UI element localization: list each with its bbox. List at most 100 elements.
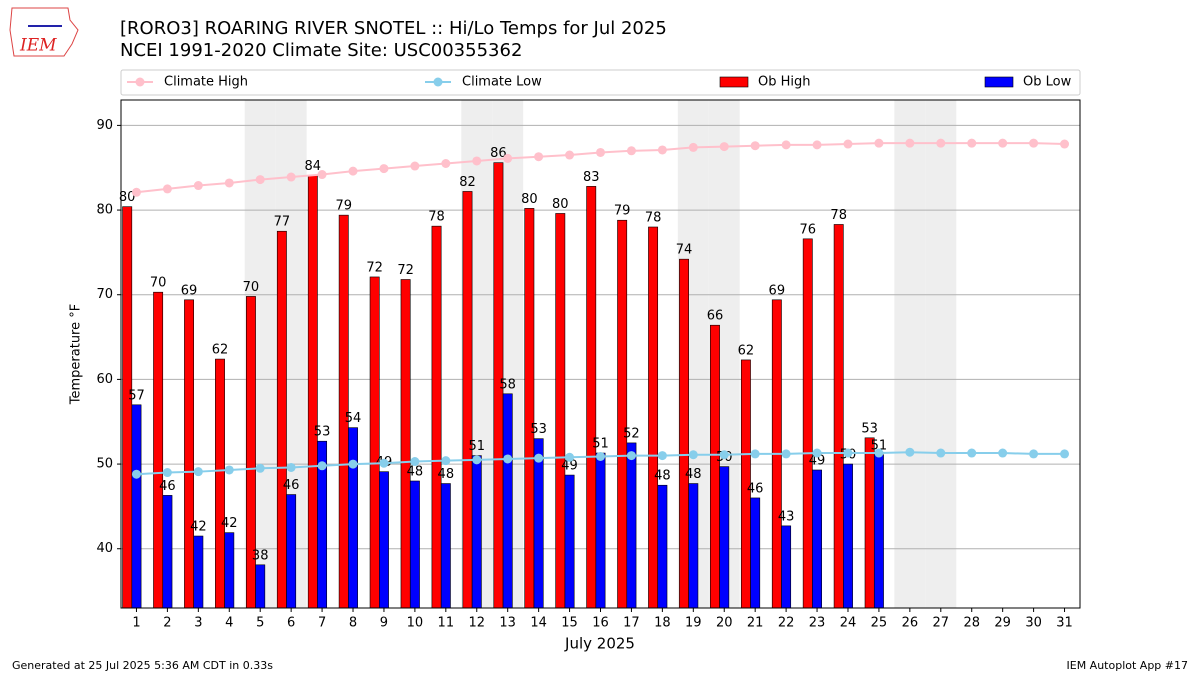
- bar: [710, 324, 720, 609]
- line-marker: [967, 448, 977, 458]
- bar: [648, 226, 659, 609]
- bar: [873, 454, 884, 609]
- legend-label: Ob High: [758, 75, 811, 90]
- x-tick-label: 16: [592, 616, 609, 631]
- legend-box: [120, 69, 1081, 96]
- x-tick-label: 21: [747, 616, 764, 631]
- line-marker: [750, 449, 760, 459]
- value-label: 42: [190, 520, 207, 535]
- x-tick-label: 30: [1025, 616, 1042, 631]
- line-marker: [379, 164, 389, 174]
- line-marker: [565, 150, 575, 160]
- x-tick-label: 20: [716, 616, 733, 631]
- value-label: 86: [490, 146, 507, 161]
- value-label: 48: [685, 467, 702, 482]
- x-tick-label: 28: [963, 616, 980, 631]
- value-label: 49: [561, 459, 578, 474]
- bar: [471, 455, 482, 609]
- line-marker: [936, 138, 946, 148]
- line-marker: [534, 152, 544, 162]
- x-tick-label: 1: [132, 616, 140, 631]
- x-tick-label: 25: [871, 616, 888, 631]
- line-marker: [596, 451, 605, 461]
- line-marker: [781, 449, 791, 459]
- bar: [440, 483, 451, 609]
- value-label: 48: [654, 469, 671, 484]
- x-tick-label: 19: [685, 616, 702, 631]
- line-marker: [410, 457, 420, 467]
- line-marker: [534, 453, 544, 463]
- line-marker: [843, 139, 853, 149]
- x-tick-label: 17: [623, 616, 640, 631]
- bar: [276, 230, 287, 609]
- legend-marker: [433, 77, 443, 87]
- line-marker: [719, 142, 729, 152]
- x-tick-label: 31: [1056, 616, 1073, 631]
- x-tick-label: 22: [778, 616, 795, 631]
- value-label: 78: [428, 210, 445, 225]
- line-marker: [1029, 138, 1039, 148]
- value-label: 46: [747, 481, 764, 496]
- line-marker: [162, 468, 172, 478]
- line-marker: [812, 140, 822, 150]
- x-tick-label: 23: [809, 616, 826, 631]
- value-label: 72: [366, 260, 383, 275]
- line-marker: [131, 187, 141, 197]
- line-marker: [874, 138, 884, 148]
- bar: [307, 175, 318, 609]
- weekend-shade: [925, 100, 957, 608]
- value-label: 57: [128, 388, 145, 403]
- line-marker: [1060, 449, 1070, 459]
- plot-frame: [120, 99, 1081, 609]
- x-tick-label: 24: [840, 616, 857, 631]
- bar: [626, 442, 637, 609]
- bar: [781, 525, 792, 609]
- weekend-shade: [894, 100, 926, 608]
- line-marker: [998, 448, 1008, 458]
- line-marker: [472, 455, 482, 465]
- line-marker: [193, 467, 203, 477]
- value-label: 38: [252, 548, 269, 563]
- bar: [533, 438, 544, 609]
- line-marker: [503, 454, 513, 464]
- value-label: 48: [407, 465, 424, 480]
- legend-label: Climate Low: [462, 75, 542, 90]
- line-marker: [441, 456, 451, 466]
- bar: [224, 532, 235, 609]
- bar: [564, 474, 575, 609]
- bar: [524, 208, 535, 609]
- value-label: 69: [769, 283, 786, 298]
- y-tick-label: 40: [96, 541, 113, 556]
- x-tick-label: 5: [256, 616, 264, 631]
- bar: [750, 497, 761, 609]
- bar: [864, 437, 875, 609]
- value-label: 70: [150, 276, 167, 291]
- line-marker: [379, 458, 389, 468]
- x-tick-label: 4: [225, 616, 233, 631]
- bar: [369, 276, 380, 609]
- bar: [719, 466, 730, 609]
- line-marker: [255, 175, 265, 185]
- value-label: 43: [778, 509, 795, 524]
- y-tick-label: 80: [96, 203, 113, 218]
- line-marker: [286, 172, 296, 182]
- x-axis-label: July 2025: [564, 635, 635, 653]
- bar: [255, 564, 266, 609]
- value-label: 82: [459, 175, 476, 190]
- bar: [502, 393, 513, 609]
- line-marker: [688, 142, 698, 152]
- bar: [586, 186, 597, 609]
- bar: [379, 471, 389, 609]
- bar: [431, 225, 442, 609]
- x-tick-label: 12: [468, 616, 485, 631]
- bar: [617, 219, 628, 609]
- line-marker: [410, 161, 420, 171]
- bar: [409, 480, 420, 609]
- bar: [286, 494, 297, 609]
- line-marker: [657, 145, 667, 155]
- value-label: 62: [738, 343, 755, 358]
- line-marker: [1029, 449, 1039, 459]
- value-label: 52: [623, 426, 640, 441]
- bar: [122, 206, 133, 609]
- value-label: 53: [861, 421, 878, 436]
